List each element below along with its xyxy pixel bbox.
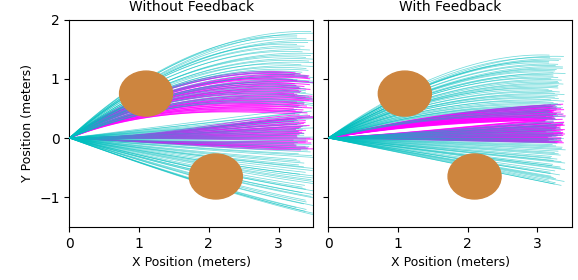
Title: Without Feedback: Without Feedback <box>129 0 254 14</box>
Circle shape <box>120 71 173 116</box>
Title: With Feedback: With Feedback <box>399 0 501 14</box>
X-axis label: X Position (meters): X Position (meters) <box>132 256 251 269</box>
Circle shape <box>379 71 431 116</box>
X-axis label: X Position (meters): X Position (meters) <box>391 256 510 269</box>
Circle shape <box>190 154 242 199</box>
Circle shape <box>448 154 501 199</box>
Y-axis label: Y Position (meters): Y Position (meters) <box>21 64 34 182</box>
